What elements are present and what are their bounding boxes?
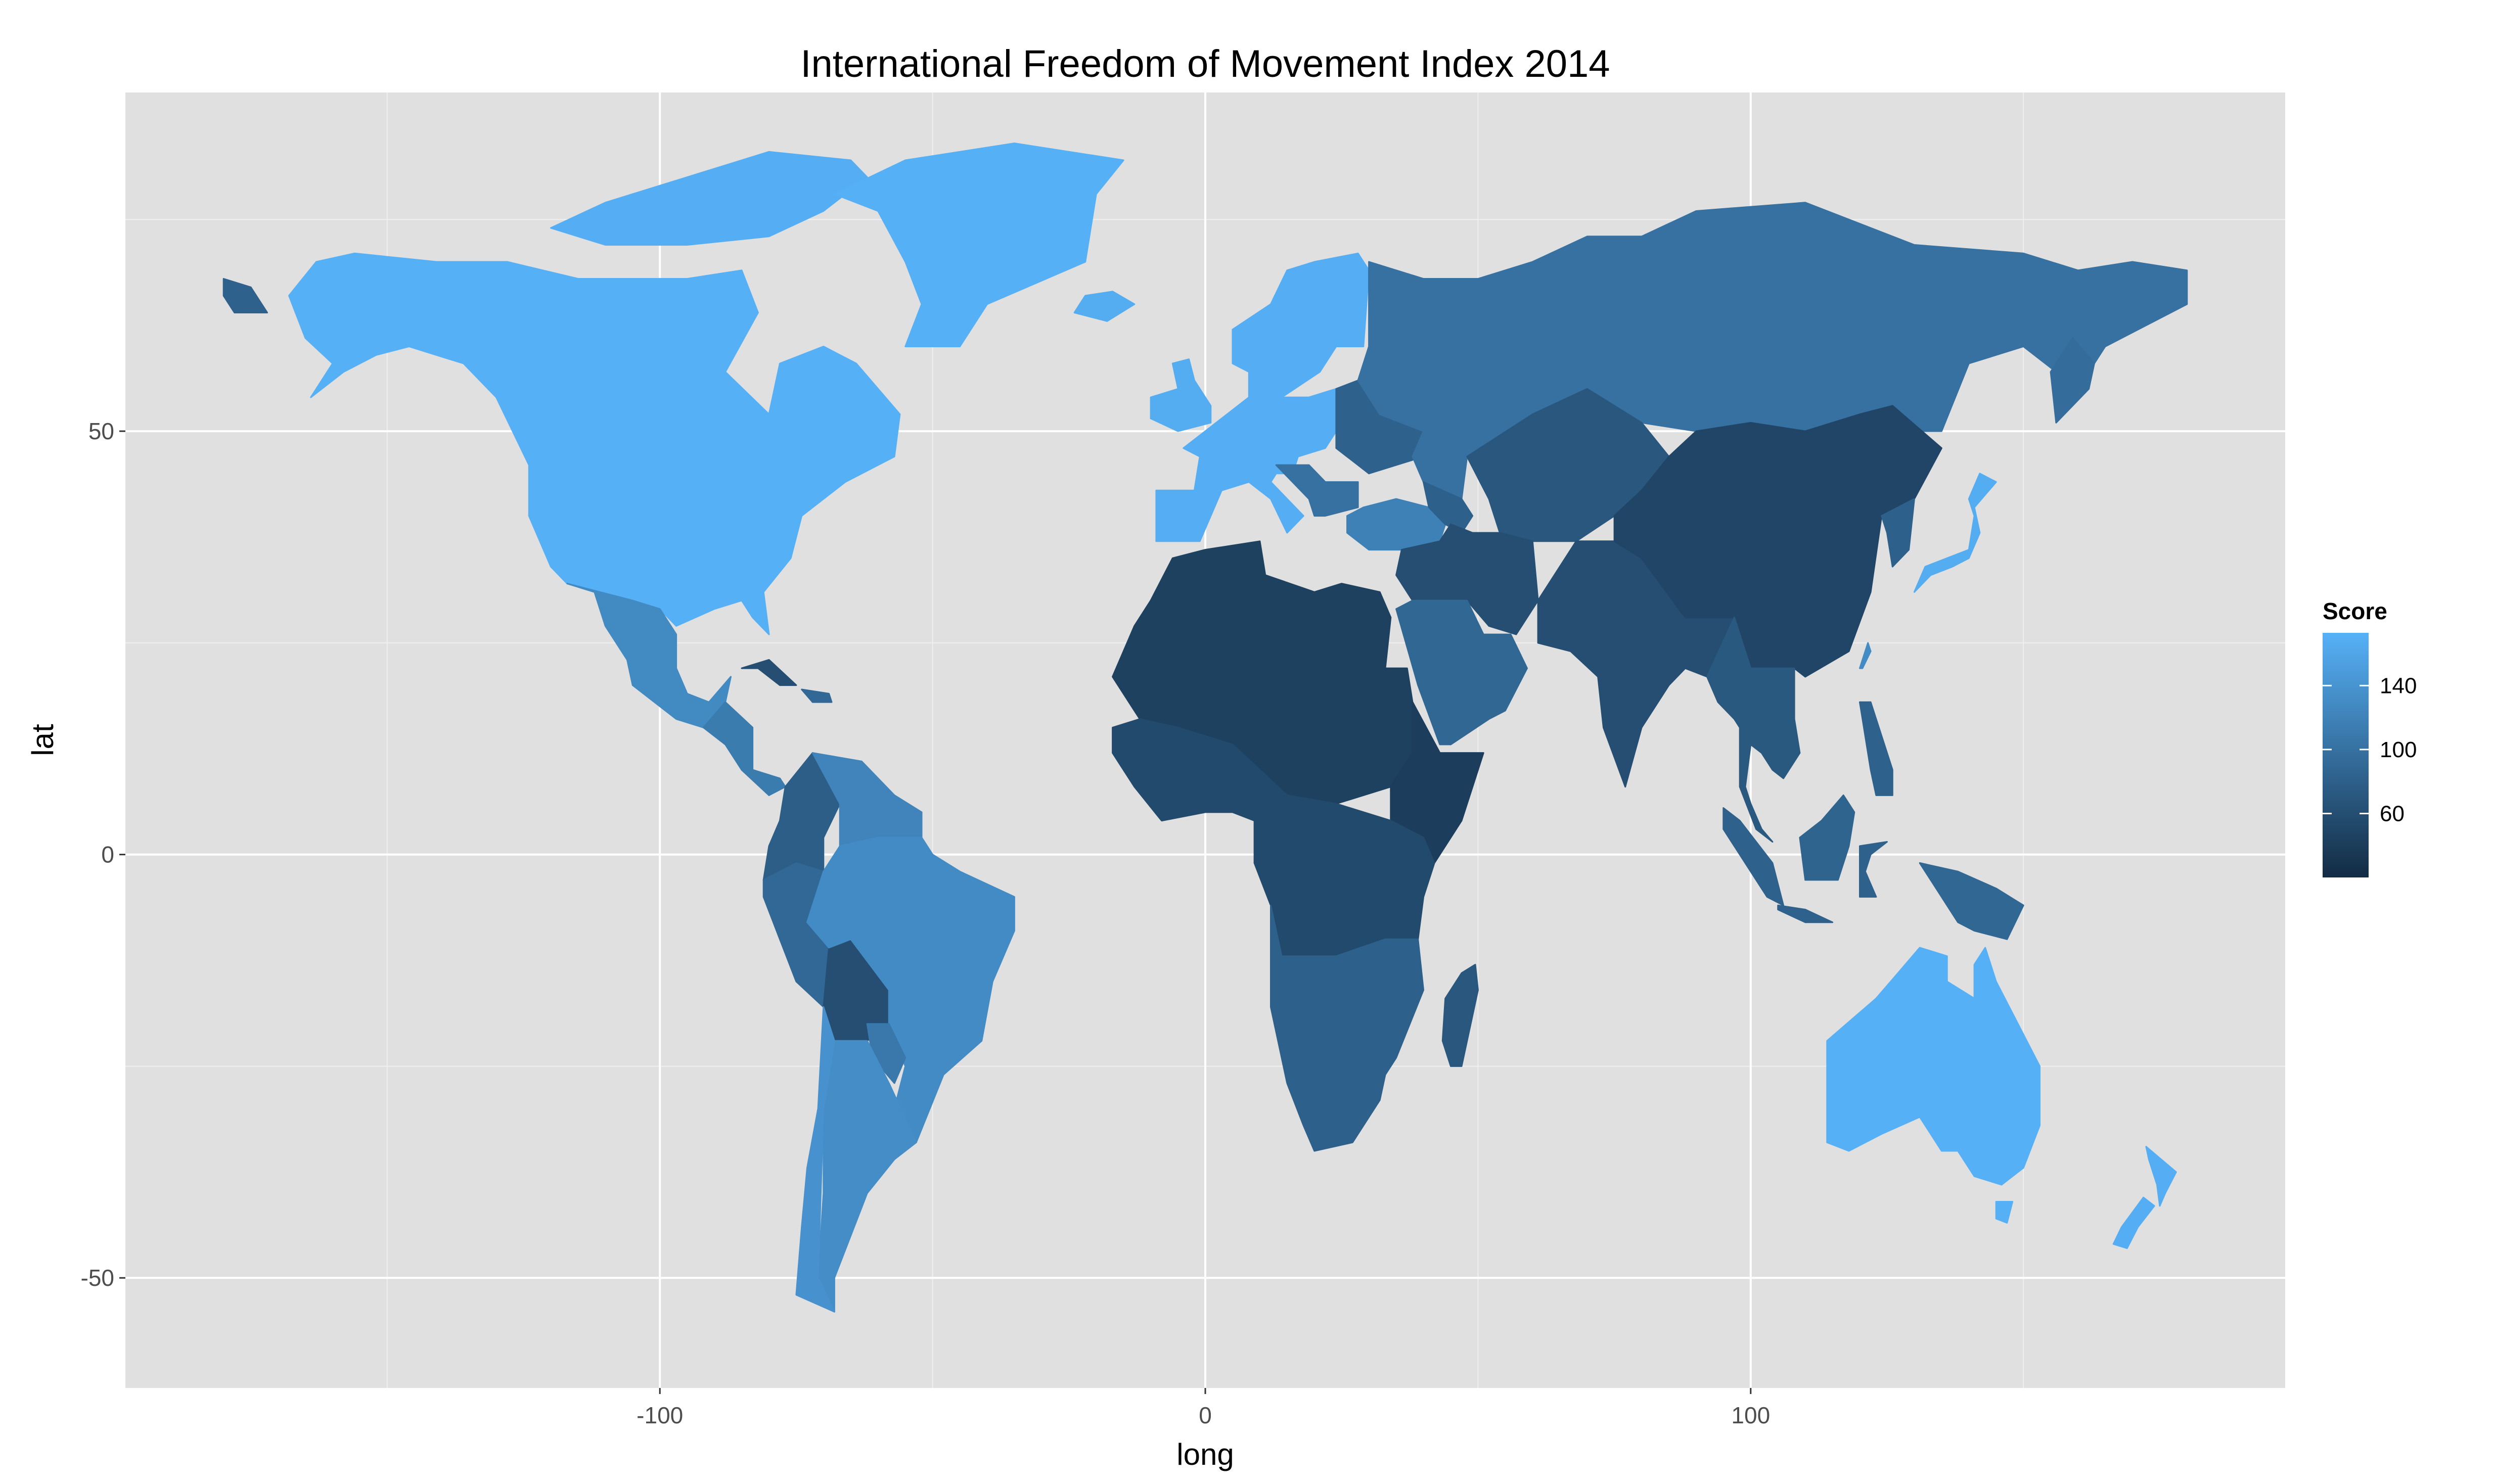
region-taiwan (1859, 642, 1872, 669)
region-central-america (703, 701, 786, 796)
region-mexico (566, 583, 732, 728)
region-sumatra (1722, 807, 1784, 906)
region-java (1777, 904, 1834, 923)
region-arabian-peninsula (1395, 599, 1528, 746)
region-turkey (1346, 498, 1446, 551)
region-alaska-far-west (222, 278, 268, 313)
y-tick-label: 0 (101, 842, 114, 868)
region-canadian-arctic-islands (550, 151, 868, 246)
y-axis-ticks: -50 0 50 (81, 418, 125, 1291)
region-greenland (833, 143, 1124, 347)
region-mainland-southeast-asia (1706, 617, 1801, 843)
x-tick-label: 0 (1199, 1402, 1212, 1428)
x-tick-label: 100 (1731, 1402, 1770, 1428)
region-cuba (741, 659, 797, 686)
region-korea (1881, 498, 1915, 568)
region-tasmania (1995, 1201, 2014, 1224)
region-japan (1913, 473, 1997, 593)
legend-tick-label: 60 (2380, 801, 2405, 826)
region-north-america (288, 252, 901, 635)
region-chile (795, 1006, 835, 1313)
region-argentina-and-uruguay (817, 1040, 917, 1313)
region-balkans (1275, 464, 1359, 517)
country-regions (222, 143, 2188, 1313)
x-tick-label: -100 (637, 1402, 683, 1428)
region-schengen-europe (1155, 252, 1370, 542)
legend-colorbar (2323, 633, 2369, 877)
region-new-zealand-south (2112, 1196, 2155, 1249)
x-axis-ticks: -100 0 100 (637, 1388, 1770, 1428)
region-madagascar (1441, 963, 1479, 1067)
region-british-isles (1150, 358, 1212, 432)
region-hispaniola (801, 688, 833, 703)
legend: Score 140 100 60 (2323, 598, 2417, 877)
region-southern-africa (1270, 904, 1424, 1152)
region-iceland (1073, 291, 1136, 322)
region-new-guinea (1919, 862, 2024, 940)
region-new-zealand-north (2145, 1146, 2177, 1207)
legend-title: Score (2323, 598, 2387, 624)
legend-tick-label: 100 (2380, 737, 2417, 762)
legend-ticks: 140 100 60 (2323, 673, 2417, 826)
region-china-and-mongolia (1613, 405, 1942, 678)
region-brazil (806, 837, 1015, 1143)
region-kamchatka (2050, 337, 2095, 424)
chart-title: International Freedom of Movement Index … (800, 42, 1610, 85)
region-australia (1826, 947, 2040, 1186)
region-borneo (1799, 794, 1855, 881)
x-axis-title: long (1176, 1437, 1234, 1471)
y-tick-label: 50 (88, 418, 114, 444)
y-tick-label: -50 (81, 1265, 114, 1291)
region-philippines (1859, 701, 1893, 796)
legend-tick-label: 140 (2380, 673, 2417, 698)
region-west-africa (1112, 718, 1261, 822)
region-sulawesi (1859, 841, 1888, 898)
y-axis-title: lat (26, 724, 60, 756)
